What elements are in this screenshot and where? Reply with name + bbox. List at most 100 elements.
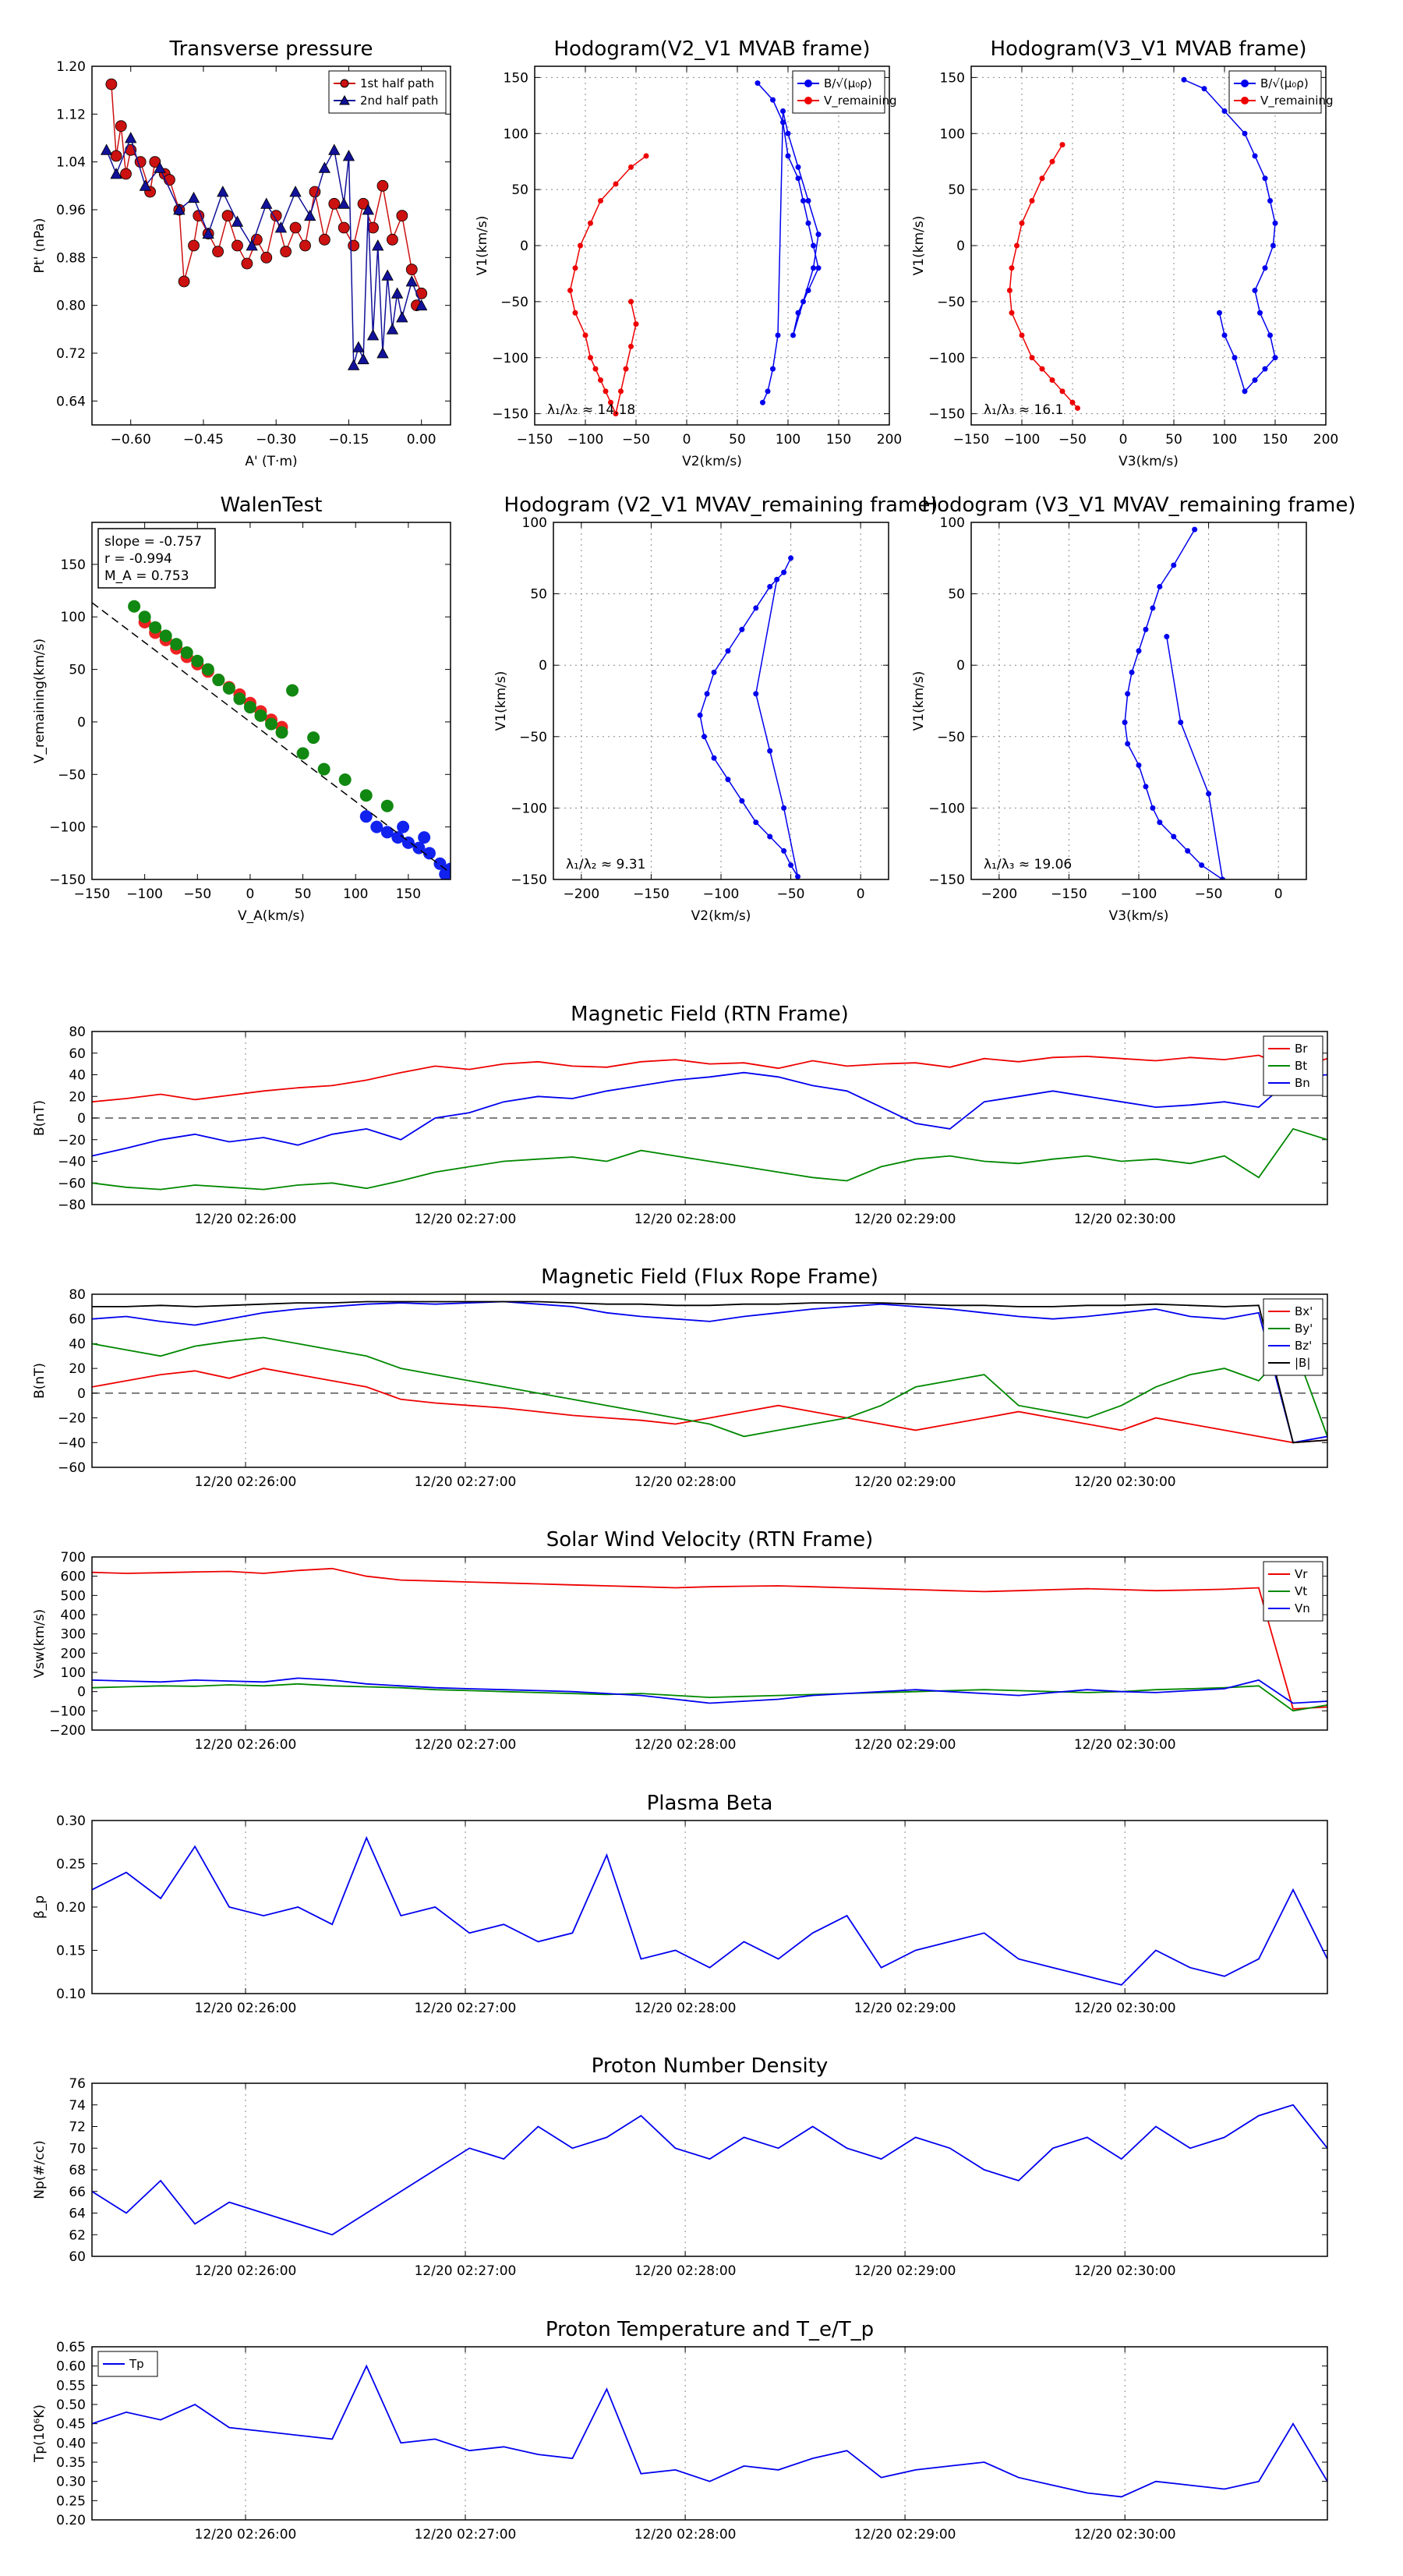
data-point [1220, 876, 1225, 879]
data-point [775, 332, 781, 338]
data-point [1232, 355, 1238, 361]
y-tick-label: 0.60 [56, 2359, 86, 2375]
chart-title: WalenTest [221, 494, 323, 517]
data-point [711, 669, 717, 675]
data-point [1150, 605, 1156, 611]
data-point [231, 239, 243, 252]
y-tick-label: 0.40 [56, 2436, 86, 2451]
y-tick-label: 40 [69, 1336, 86, 1352]
data-point [588, 220, 593, 226]
y-tick-label: 200 [61, 1646, 86, 1661]
y-tick-label: 74 [69, 2098, 86, 2114]
data-point [212, 246, 224, 258]
eigen-ratio-annotation: λ₁/λ₃ ≈ 16.1 [984, 402, 1063, 418]
y-tick-label: 0 [956, 658, 965, 674]
y-tick-label: 0.25 [56, 1857, 86, 1873]
data-point [246, 239, 258, 251]
data-layer [92, 2364, 1327, 2498]
data-point [1122, 719, 1128, 725]
x-tick-label: −0.60 [111, 432, 151, 448]
y-tick-label: 70 [69, 2141, 86, 2157]
data-point [781, 569, 787, 575]
chart-walen: WalenTest −150 −100 −50 0 50 100 150 −150 −100 −50… [32, 494, 451, 924]
x-tick-label: −150 [74, 886, 111, 902]
data-point [1009, 265, 1015, 271]
series-line-Vremaining [569, 155, 647, 416]
data-point [1029, 198, 1035, 203]
x-tick-label: 12/20 02:26:00 [195, 1474, 297, 1490]
x-tick-label: 12/20 02:26:00 [195, 2527, 297, 2542]
y-tick-label: 0.15 [56, 1944, 86, 1959]
x-tick-label: 12/20 02:30:00 [1074, 2001, 1176, 2016]
data-point [328, 197, 341, 210]
data-point [265, 717, 277, 731]
chart-title: Magnetic Field (Flux Rope Frame) [541, 1265, 878, 1289]
data-point [296, 747, 309, 760]
data-point [795, 175, 801, 182]
data-point [231, 215, 244, 227]
data-point [598, 198, 603, 203]
x-tick-label: 100 [1212, 432, 1237, 448]
chart-title: Hodogram (V3_V1 MVAV_remaining frame) [922, 494, 1356, 517]
axes-frame [91, 522, 451, 880]
data-point [1257, 310, 1263, 316]
series-line-Br [92, 1054, 1327, 1103]
legend-frame [1263, 1298, 1323, 1376]
x-tick-label: 12/20 02:29:00 [854, 2527, 956, 2542]
data-point [582, 332, 588, 338]
y-tick-label: 76 [69, 2076, 86, 2092]
data-point [380, 826, 394, 839]
series-line-v [699, 557, 799, 877]
data-point [357, 352, 369, 365]
x-tick-label: 12/20 02:30:00 [1074, 1737, 1176, 1753]
y-tick-label: 62 [69, 2227, 86, 2243]
data-layer [92, 1300, 1327, 1444]
data-point [572, 265, 578, 271]
x-tick-label: −150 [633, 886, 670, 902]
data-point [567, 288, 573, 293]
data-point [788, 862, 794, 869]
data-point [613, 181, 619, 187]
data-point [790, 332, 796, 338]
chart-ts6: Proton Temperature and T_e/T_p 12/20 02:2… [32, 2318, 1328, 2542]
chart-title: Transverse pressure [169, 37, 373, 61]
data-point [304, 209, 316, 221]
y-tick-label: 60 [69, 2249, 86, 2265]
series-line-B [1183, 79, 1276, 393]
data-point [110, 150, 122, 162]
data-point [337, 221, 350, 234]
x-tick-label: 12/20 02:26:00 [195, 2001, 297, 2016]
x-tick-label: −50 [622, 432, 650, 448]
y-tick-label: 100 [940, 515, 965, 531]
chart-title: Magnetic Field (RTN Frame) [571, 1003, 849, 1026]
data-point [1252, 377, 1258, 383]
data-point [1075, 405, 1080, 411]
x-tick-label: −50 [1058, 432, 1087, 448]
x-tick-label: −0.45 [183, 432, 224, 448]
data-point [191, 654, 204, 667]
legend: 1st half path 2nd half path [328, 70, 447, 114]
data-point [805, 220, 811, 226]
x-tick-label: 100 [776, 432, 800, 448]
data-point [1143, 626, 1149, 632]
y-tick-label: 50 [530, 587, 547, 603]
series-line-Bx [92, 1368, 1327, 1444]
chart-ts4: Plasma Beta 12/20 02:26:00 12/20 02:27:00 1… [32, 1792, 1328, 2016]
axes-frame [970, 522, 1307, 880]
y-axis-label: B(nT) [32, 1100, 48, 1136]
y-tick-label: 100 [61, 1665, 86, 1681]
x-tick-label: −150 [1051, 886, 1087, 902]
legend-label: Bn [1295, 1076, 1310, 1090]
x-tick-label: 12/20 02:28:00 [634, 1737, 737, 1753]
x-tick-label: −100 [1121, 886, 1157, 902]
legend-label: Vr [1295, 1567, 1308, 1581]
data-point [1242, 388, 1248, 395]
data-point [422, 847, 436, 860]
y-tick-label: 50 [948, 587, 965, 603]
y-tick-label: −50 [58, 767, 86, 783]
data-point [628, 299, 634, 305]
data-point [270, 210, 282, 222]
data-point [260, 251, 273, 264]
y-axis-label: Tp(10⁶K) [32, 2404, 48, 2463]
data-point [222, 681, 235, 695]
